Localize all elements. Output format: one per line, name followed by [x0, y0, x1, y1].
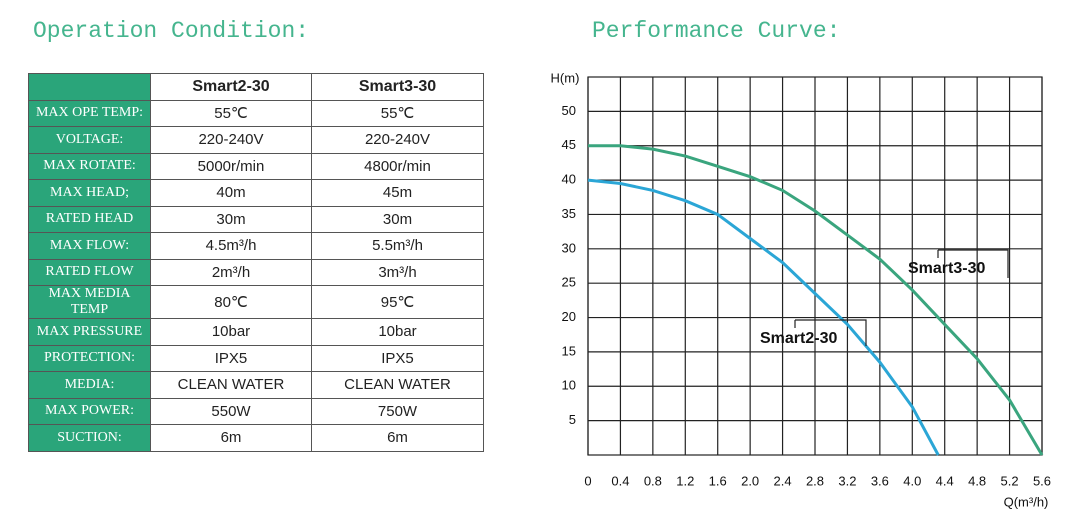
- y-tick-label: 5: [569, 412, 576, 427]
- cell: 10bar: [311, 318, 484, 346]
- y-tick-label: 25: [562, 275, 576, 290]
- cell: 3m³/h: [311, 258, 484, 286]
- row-label: MAX MEDIA TEMP: [28, 285, 151, 319]
- x-tick-label: 4.4: [936, 473, 954, 488]
- table-title: Operation Condition:: [33, 18, 310, 44]
- row-label: SUCTION:: [28, 424, 151, 452]
- cell: 55℃: [150, 99, 312, 127]
- x-tick-label: 3.2: [838, 473, 856, 488]
- header-row: Smart2-30 Smart3-30: [28, 73, 484, 101]
- cell: 4800r/min: [311, 152, 484, 180]
- cell: 4.5m³/h: [150, 232, 312, 260]
- x-tick-label: 4.8: [968, 473, 986, 488]
- series-line: [588, 144, 1044, 456]
- table-row: MAX MEDIA TEMP 80℃ 95℃: [28, 285, 484, 319]
- y-tick-label: 10: [562, 378, 576, 393]
- table-row: MAX POWER: 550W 750W: [28, 397, 484, 425]
- y-tick-label: 30: [562, 240, 576, 255]
- y-tick-label: 35: [562, 206, 576, 221]
- x-tick-label: 5.6: [1033, 473, 1051, 488]
- x-tick-label: 2.4: [774, 473, 792, 488]
- y-tick-label: 40: [562, 172, 576, 187]
- y-tick-label: 20: [562, 309, 576, 324]
- corner-cell: [28, 73, 151, 101]
- cell: 6m: [311, 424, 484, 452]
- x-tick-label: 2.8: [806, 473, 824, 488]
- cell: CLEAN WATER: [311, 371, 484, 399]
- table-row: MAX ROTATE: 5000r/min 4800r/min: [28, 152, 484, 180]
- cell: 2m³/h: [150, 258, 312, 286]
- table-row: MAX HEAD; 40m 45m: [28, 179, 484, 207]
- cell: 6m: [150, 424, 312, 452]
- y-axis-label: H(m): [551, 70, 580, 85]
- table-row: SUCTION: 6m 6m: [28, 424, 484, 452]
- y-tick-label: 15: [562, 343, 576, 358]
- x-tick-label: 0.8: [644, 473, 662, 488]
- table-row: RATED FLOW 2m³/h 3m³/h: [28, 258, 484, 286]
- series-label: Smart3-30: [908, 260, 985, 277]
- row-label: MAX HEAD;: [28, 179, 151, 207]
- cell: 5000r/min: [150, 152, 312, 180]
- table-row: MAX OPE TEMP: 55℃ 55℃: [28, 99, 484, 127]
- x-axis-label: Q(m³/h): [1004, 494, 1049, 509]
- x-tick-label: 3.6: [871, 473, 889, 488]
- x-tick-label: 0: [584, 473, 591, 488]
- series-line: [587, 178, 940, 456]
- cell: 40m: [150, 179, 312, 207]
- row-label: PROTECTION:: [28, 344, 151, 372]
- cell: 45m: [311, 179, 484, 207]
- x-tick-label: 0.4: [611, 473, 629, 488]
- cell: 80℃: [150, 285, 312, 319]
- series-label: Smart2-30: [760, 330, 837, 347]
- row-label: RATED HEAD: [28, 205, 151, 233]
- cell: 95℃: [311, 285, 484, 319]
- table-row: VOLTAGE: 220-240V 220-240V: [28, 126, 484, 154]
- x-tick-label: 1.2: [676, 473, 694, 488]
- label-bracket: [794, 319, 867, 346]
- cell: 30m: [150, 205, 312, 233]
- y-tick-label: 45: [562, 137, 576, 152]
- cell: 220-240V: [150, 126, 312, 154]
- table-row: RATED HEAD 30m 30m: [28, 205, 484, 233]
- cell: 550W: [150, 397, 312, 425]
- table-row: MAX FLOW: 4.5m³/h 5.5m³/h: [28, 232, 484, 260]
- label-bracket: [937, 249, 1009, 278]
- spec-table: Smart2-30 Smart3-30 MAX OPE TEMP: 55℃ 55℃ V…: [28, 73, 484, 452]
- cell: 30m: [311, 205, 484, 233]
- row-label: RATED FLOW: [28, 258, 151, 286]
- y-tick-label: 50: [562, 103, 576, 118]
- cell: IPX5: [311, 344, 484, 372]
- x-tick-label: 5.2: [1001, 473, 1019, 488]
- x-tick-label: 4.0: [903, 473, 921, 488]
- cell: 750W: [311, 397, 484, 425]
- row-label: MAX POWER:: [28, 397, 151, 425]
- chart-title: Performance Curve:: [592, 18, 841, 44]
- row-label: MAX PRESSURE: [28, 318, 151, 346]
- x-tick-label: 1.6: [709, 473, 727, 488]
- row-label: MAX OPE TEMP:: [28, 99, 151, 127]
- row-label: MAX ROTATE:: [28, 152, 151, 180]
- cell: 220-240V: [311, 126, 484, 154]
- x-tick-label: 2.0: [741, 473, 759, 488]
- row-label: VOLTAGE:: [28, 126, 151, 154]
- row-label: MAX FLOW:: [28, 232, 151, 260]
